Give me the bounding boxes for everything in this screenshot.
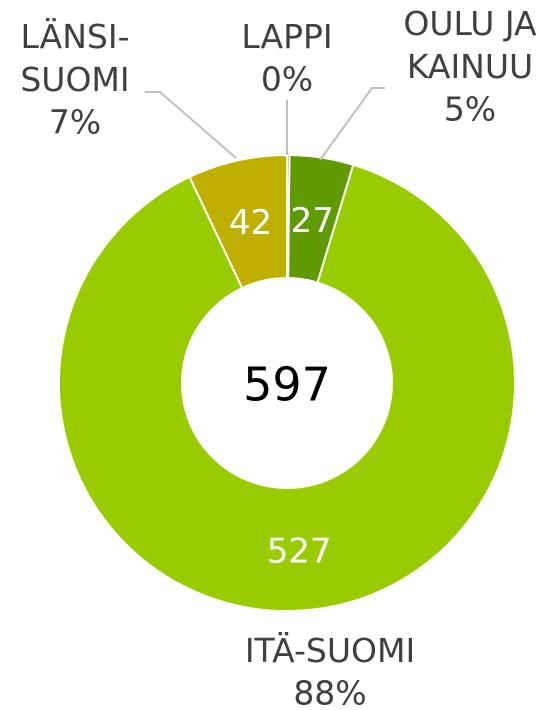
value-label: 27 <box>291 201 334 241</box>
leader-line <box>319 87 385 161</box>
donut-slice <box>58 163 516 612</box>
percent-label: 0% <box>261 60 313 99</box>
donut-total: 597 <box>243 358 331 412</box>
category-label: LÄNSI-SUOMI <box>20 17 129 99</box>
category-label: ITÄ-SUOMI <box>245 631 415 670</box>
percent-label: 7% <box>49 103 101 142</box>
leader-line <box>145 91 237 159</box>
donut-slice <box>286 153 291 280</box>
value-label: 42 <box>229 203 272 243</box>
percent-label: 88% <box>293 674 366 710</box>
category-label: LAPPI <box>241 17 332 56</box>
donut-slice <box>287 154 355 284</box>
percent-label: 5% <box>444 90 496 129</box>
value-label: 527 <box>267 532 332 572</box>
category-label: OULU JA KAINUU <box>403 4 537 86</box>
